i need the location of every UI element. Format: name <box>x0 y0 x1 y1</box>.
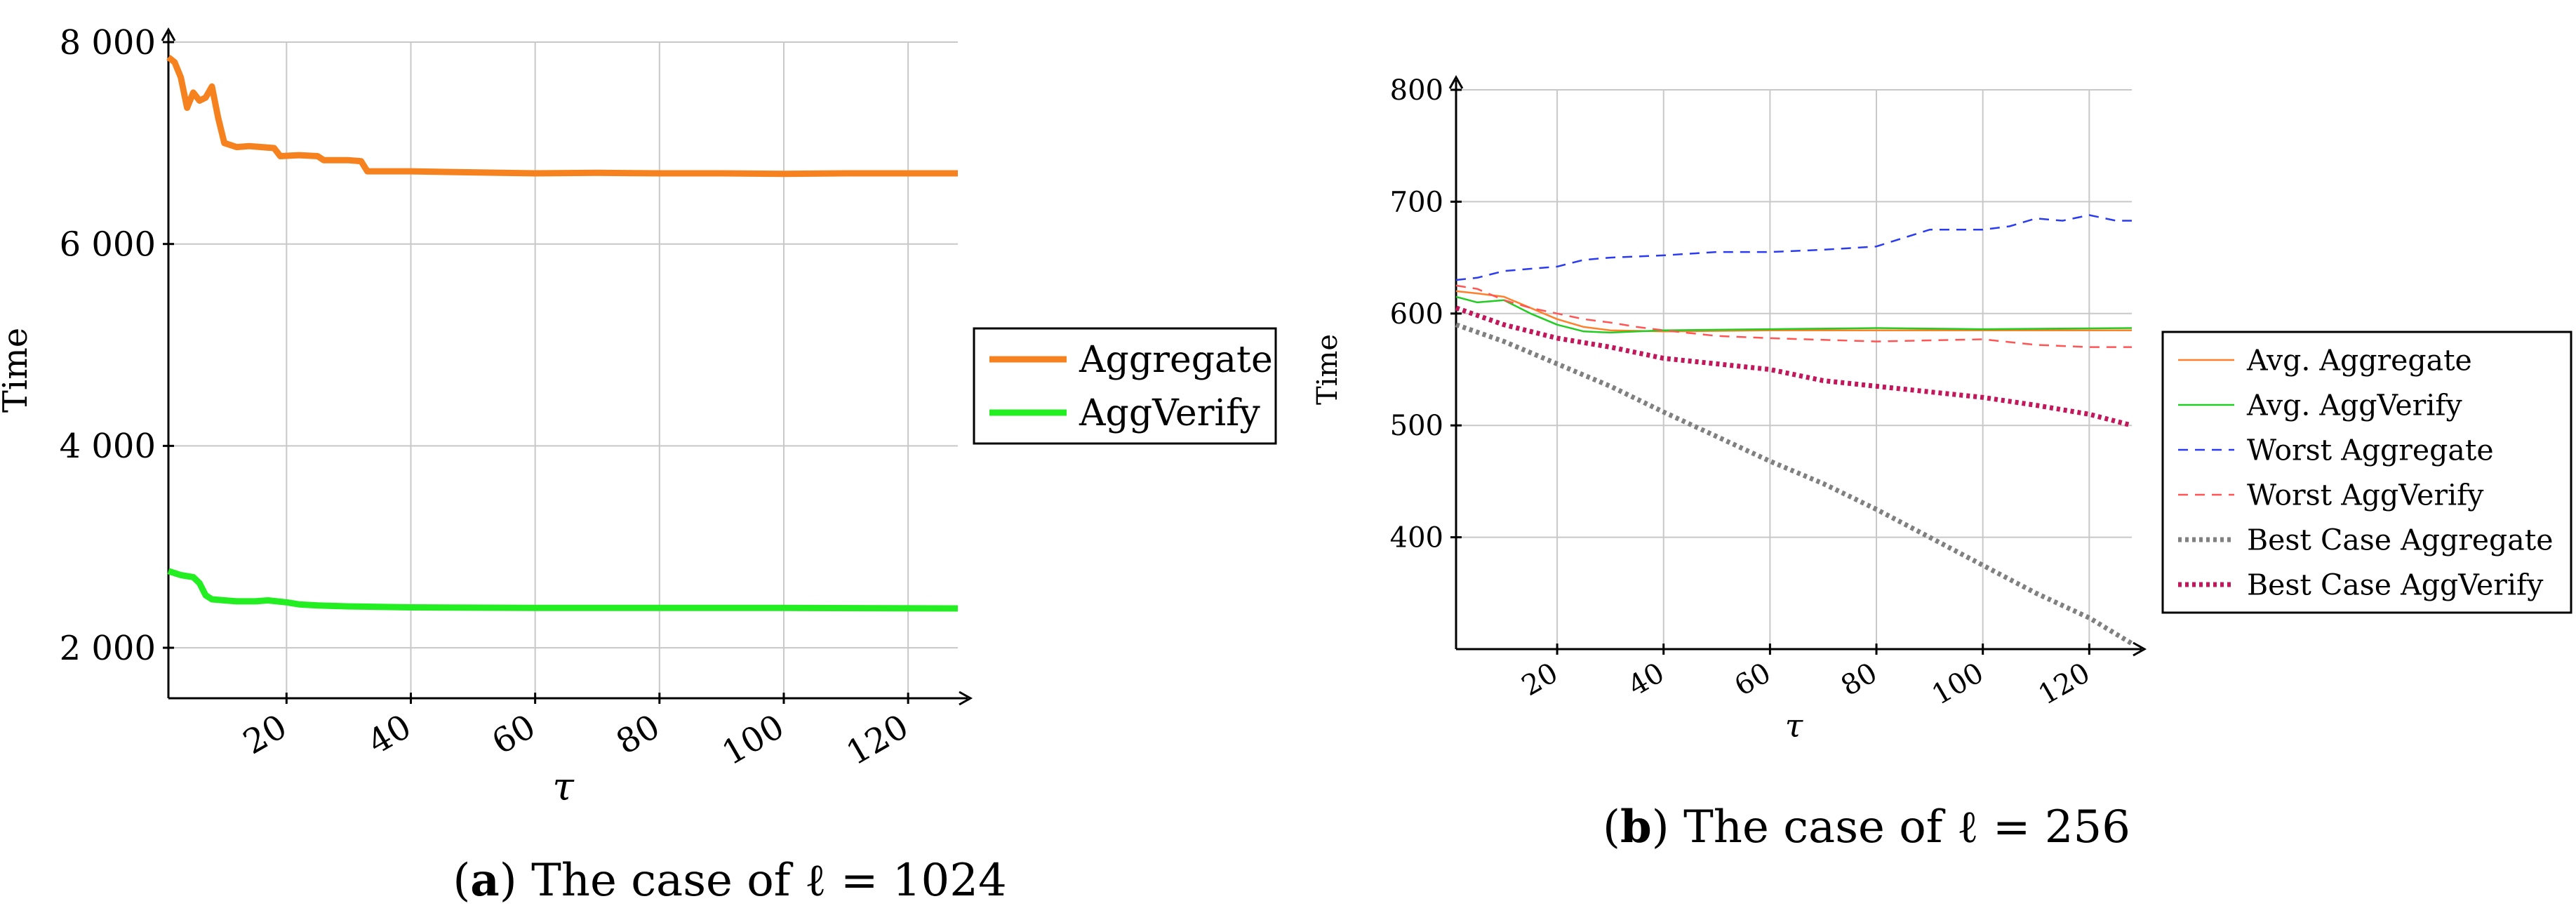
x-axis-label: τ <box>1785 707 1804 745</box>
legend-label: Worst Aggregate <box>2247 433 2494 467</box>
y-tick-label: 600 <box>1390 298 1443 331</box>
y-axis-label: Time <box>0 328 35 413</box>
chart-panel-b: 20 40 60 80 100 120 400 500 600 700 800 τ Time Avg. A… <box>1312 74 2572 745</box>
x-tick-label: 60 <box>1729 657 1776 702</box>
y-tick-label: 6 000 <box>60 225 156 264</box>
series-line-1 <box>167 568 959 612</box>
x-tick-label: 80 <box>1836 657 1883 702</box>
x-tick-label: 20 <box>236 707 293 762</box>
x-tick-label: 120 <box>2033 657 2095 712</box>
legend-label: Avg. AggVerify <box>2246 388 2463 422</box>
chart-panel-a: 20 40 60 80 100 120 2 000 4 000 6 000 8 000 τ Time A… <box>0 23 1277 810</box>
x-tick-label: 100 <box>716 707 791 773</box>
y-axis-label: Time <box>1312 334 1344 405</box>
x-tick-label: 80 <box>610 707 667 762</box>
legend-label: Best Case AggVerify <box>2247 568 2544 601</box>
series-line-1 <box>1455 295 2133 334</box>
x-axis-arrow <box>959 691 973 706</box>
y-tick-label: 8 000 <box>60 23 156 62</box>
x-tick-label: 120 <box>840 707 915 773</box>
legend-label: Worst AggVerify <box>2247 478 2484 512</box>
series-line-5 <box>1455 305 2133 428</box>
series-line-0 <box>166 55 958 178</box>
x-tick-label: 40 <box>1623 657 1670 702</box>
legend-label: AggVerify <box>1079 392 1260 434</box>
y-axis-arrow <box>1448 74 1464 89</box>
series-line-3 <box>1455 284 2132 348</box>
caption-a: (a) The case of ℓ = 1024 <box>453 854 1006 907</box>
y-axis-arrow <box>161 27 176 41</box>
y-tick-label: 400 <box>1390 522 1443 554</box>
series-line-0 <box>1455 290 2132 333</box>
legend-box <box>973 327 1277 445</box>
y-tick-label: 2 000 <box>60 629 156 668</box>
x-axis-label: τ <box>552 765 575 810</box>
legend-label: Avg. Aggregate <box>2246 343 2472 377</box>
caption-b: (b) The case of ℓ = 256 <box>1603 801 2130 853</box>
x-tick-label: 20 <box>1516 657 1563 702</box>
x-tick-label: 40 <box>361 707 418 762</box>
x-axis-arrow <box>2133 641 2147 657</box>
y-tick-label: 500 <box>1390 410 1443 442</box>
legend-label: Aggregate <box>1079 339 1273 381</box>
series-line-2 <box>1455 214 2132 281</box>
y-tick-label: 800 <box>1390 74 1443 107</box>
y-tick-label: 700 <box>1390 186 1443 218</box>
legend-box <box>2161 331 2572 614</box>
x-tick-label: 100 <box>1927 657 1989 712</box>
y-tick-label: 4 000 <box>60 427 156 466</box>
x-tick-label: 60 <box>486 707 542 762</box>
legend-label: Best Case Aggregate <box>2247 523 2554 556</box>
